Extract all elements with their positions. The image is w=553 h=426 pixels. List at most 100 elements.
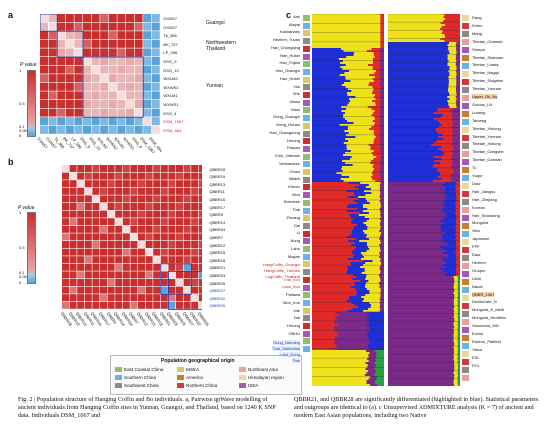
ancestry-segment — [366, 224, 381, 227]
ancestry-segment — [388, 348, 455, 351]
ancestry-segment — [388, 62, 448, 65]
origin-badge — [303, 107, 310, 114]
ancestry-segment — [453, 308, 458, 311]
row-label: GXNS7 — [163, 24, 177, 30]
ancestry-segment — [454, 290, 459, 293]
ancestry-segment — [457, 370, 460, 373]
ancestry-segment — [454, 318, 459, 321]
ancestry-segment — [457, 324, 460, 327]
heatmap-cell — [191, 248, 199, 256]
ancestry-segment — [312, 186, 356, 189]
ancestry-segment — [345, 64, 369, 67]
ancestry-segment — [388, 28, 441, 31]
heatmap-cell — [100, 301, 107, 309]
heatmap-cell — [145, 218, 153, 226]
ancestry-segment — [453, 354, 458, 357]
heatmap-cell — [198, 271, 202, 279]
ancestry-segment — [455, 250, 460, 253]
heatmap-cell — [69, 271, 77, 279]
ancestry-segment — [369, 248, 381, 251]
ancestry-segment — [366, 234, 381, 237]
ancestry-segment — [380, 260, 384, 263]
ancestry-segment — [388, 92, 450, 95]
heatmap-cell — [100, 82, 109, 91]
population-label: Gelao — [289, 99, 300, 104]
heatmap-cell — [138, 203, 145, 210]
ancestry-segment — [346, 144, 369, 147]
heatmap-cell — [83, 57, 91, 65]
ancestry-segment — [341, 168, 375, 171]
ancestry-segment — [336, 336, 368, 339]
heatmap-cell — [91, 39, 100, 48]
heatmap-cell — [62, 263, 69, 271]
ancestry-segment — [388, 194, 447, 197]
ancestry-segment — [353, 54, 375, 57]
heatmap-cell — [84, 301, 92, 309]
heatmap-cell — [108, 91, 117, 100]
heatmap-cell — [168, 263, 176, 271]
origin-badge — [462, 71, 469, 77]
heatmap-cell — [62, 218, 69, 226]
heatmap-cell — [183, 203, 191, 210]
heatmap-cell — [168, 187, 176, 195]
ancestry-segment — [388, 46, 449, 49]
heatmap-cell — [107, 241, 115, 248]
heatmap-cell — [40, 22, 48, 31]
ancestry-segment — [455, 260, 460, 263]
ancestry-segment — [374, 138, 380, 141]
ancestry-segment — [368, 322, 384, 325]
origin-badge — [303, 161, 310, 168]
ancestry-segment — [371, 152, 381, 155]
ancestry-segment — [380, 152, 384, 155]
ancestry-segment — [388, 42, 450, 45]
heatmap-cell — [65, 14, 74, 22]
origin-badge — [303, 138, 310, 145]
heatmap-cell — [153, 218, 161, 226]
ancestry-segment — [367, 64, 381, 67]
ancestry-segment — [358, 196, 380, 199]
ancestry-segment — [372, 170, 380, 173]
heatmap-cell — [48, 117, 57, 126]
ancestry-segment — [312, 202, 358, 205]
ancestry-segment — [370, 148, 381, 151]
heatmap-cell — [100, 180, 107, 188]
ancestry-segment — [341, 84, 369, 87]
heatmap-cell — [69, 233, 77, 241]
heatmap-cell — [100, 39, 109, 48]
population-label: Tamang — [472, 117, 487, 123]
heatmap-cell — [126, 39, 134, 48]
heatmap-cell — [83, 14, 91, 22]
ancestry-segment — [365, 186, 381, 189]
origin-badge — [303, 169, 310, 175]
ancestry-segment — [380, 28, 384, 31]
ancestry-segment — [312, 216, 351, 219]
heatmap-cell — [138, 279, 145, 286]
heatmap-cell — [143, 57, 152, 65]
ancestry-segment — [388, 126, 440, 129]
heatmap-cell — [153, 172, 161, 180]
ancestry-segment — [368, 340, 384, 343]
ancestry-segment — [312, 350, 367, 353]
ancestry-segment — [350, 150, 374, 153]
origin-badge — [462, 111, 469, 117]
heatmap-cell — [176, 294, 183, 302]
ancestry-segment — [452, 132, 460, 135]
heatmap-cell — [122, 271, 130, 279]
ancestry-segment — [443, 16, 460, 19]
ancestry-segment — [340, 66, 374, 69]
heatmap-cell — [40, 82, 48, 91]
ancestry-segment — [312, 118, 346, 121]
ancestry-segment — [388, 368, 455, 371]
population-label: Yakut — [472, 346, 482, 352]
population-label: Atayal — [288, 21, 300, 27]
row-label: QBBR16 — [209, 196, 226, 202]
heatmap-cell — [62, 180, 69, 188]
population-label: Xibo — [472, 228, 481, 234]
ancestry-segment — [312, 276, 357, 279]
ancestry-segment — [368, 370, 377, 373]
heatmap-cell — [107, 248, 115, 256]
ancestry-segment — [380, 102, 384, 105]
ancestry-segment — [456, 72, 460, 75]
ancestry-segment — [369, 128, 380, 131]
heatmap-cell — [92, 256, 100, 264]
